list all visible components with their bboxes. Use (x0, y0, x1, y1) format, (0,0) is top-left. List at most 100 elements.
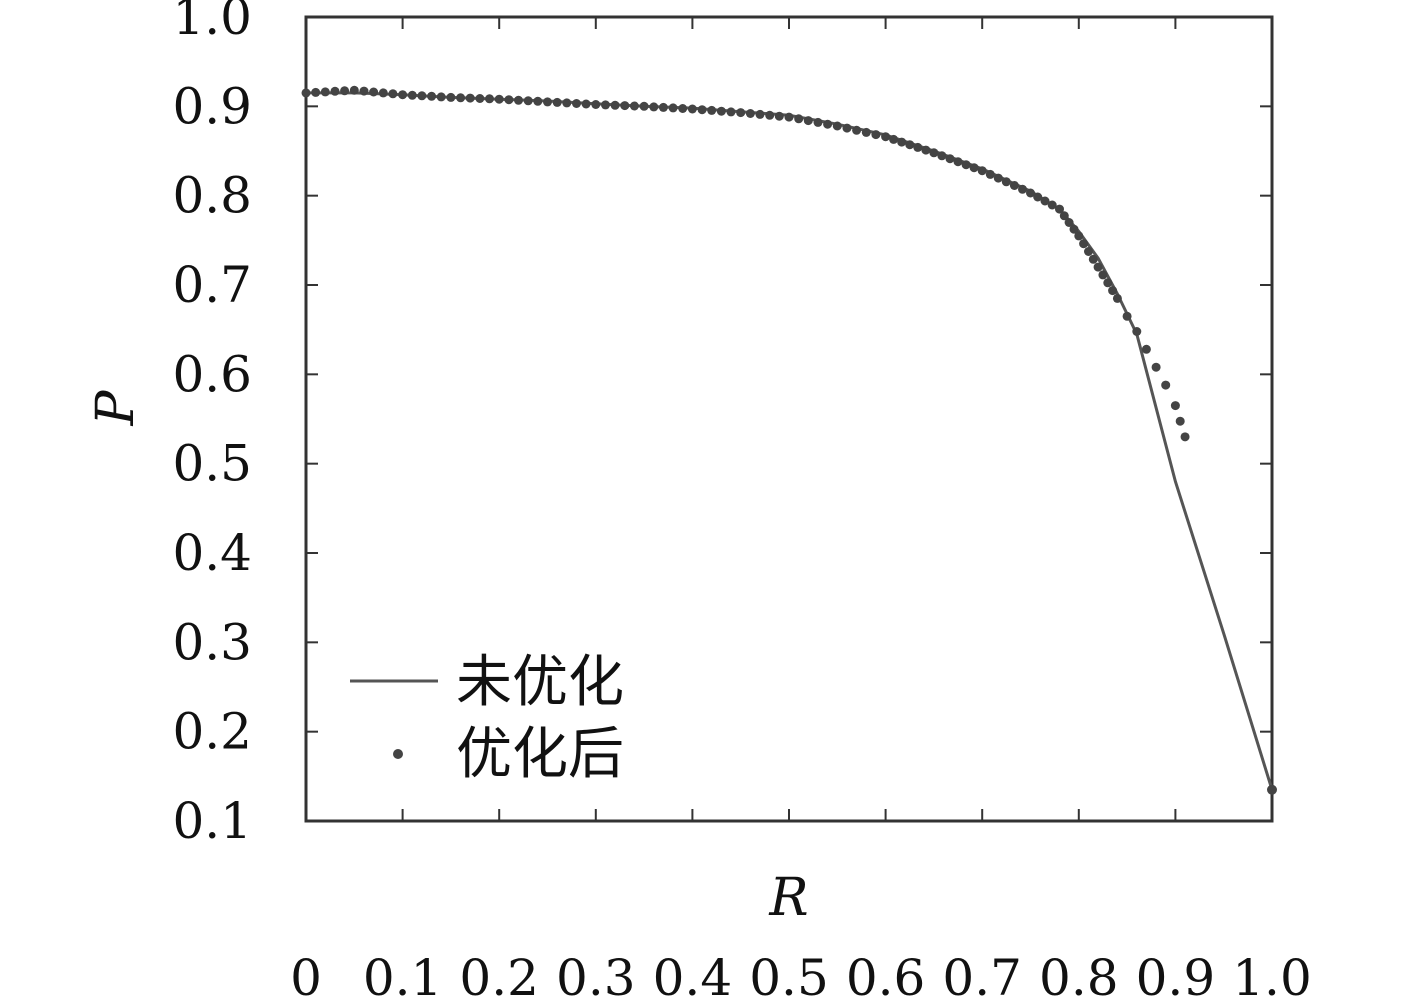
legend: 未优化 优化后 (350, 650, 624, 787)
y-tick-label: 1.0 (172, 0, 252, 46)
x-ticks: 0 0.1 0.2 0.3 0.4 0.5 0.6 0.7 0.8 0.9 1.0 (290, 17, 1312, 1004)
data-point (1122, 311, 1132, 321)
x-axis-title: R (768, 868, 808, 928)
data-point (784, 112, 794, 122)
data-point (581, 99, 591, 109)
data-point (1088, 254, 1098, 264)
data-point (1009, 181, 1019, 190)
data-point (465, 93, 475, 103)
data-point (1161, 380, 1171, 390)
data-point (311, 87, 321, 97)
data-point (813, 117, 823, 127)
x-tick-label: 0.1 (363, 949, 443, 1004)
data-point (610, 100, 620, 110)
data-point (1112, 293, 1122, 303)
data-point (745, 109, 755, 118)
data-point (427, 91, 437, 101)
data-point (398, 90, 408, 100)
data-point (359, 86, 369, 96)
y-tick-label: 0.3 (172, 613, 252, 671)
data-point (523, 96, 533, 106)
data-point (320, 87, 330, 97)
data-point (913, 142, 923, 152)
y-tick-label: 0.9 (172, 77, 252, 135)
data-point (552, 97, 562, 107)
x-tick-label: 0.4 (653, 949, 733, 1004)
data-point (985, 169, 995, 179)
data-point (678, 104, 688, 113)
data-point (861, 127, 871, 137)
data-point (1064, 218, 1074, 227)
data-point (1093, 262, 1103, 272)
data-point (1103, 278, 1113, 288)
legend-label-unoptimized: 未优化 (456, 650, 624, 715)
series-layer (301, 85, 1277, 795)
data-point (533, 96, 543, 106)
data-point (1084, 247, 1093, 256)
data-point (993, 173, 1003, 183)
data-point (774, 111, 784, 121)
x-tick-label: 0 (290, 949, 322, 1004)
data-point (475, 94, 485, 103)
data-point (832, 121, 842, 131)
series-line-unoptimized (306, 91, 1274, 791)
data-point (736, 108, 746, 118)
data-point (969, 163, 979, 173)
data-point (1059, 211, 1069, 221)
data-point (881, 132, 891, 142)
data-point (707, 105, 717, 115)
data-point (716, 106, 726, 116)
data-point (1074, 231, 1084, 241)
x-tick-label: 0.2 (459, 949, 539, 1004)
data-point (1108, 286, 1118, 296)
x-tick-label: 0.9 (1136, 949, 1216, 1004)
data-point (1033, 192, 1043, 202)
data-point (1141, 344, 1151, 354)
data-point (340, 86, 350, 96)
y-tick-label: 0.8 (172, 167, 252, 225)
data-point (937, 151, 947, 161)
data-point (378, 88, 388, 98)
data-point (977, 166, 987, 176)
data-point (1047, 200, 1057, 210)
data-point (658, 102, 668, 112)
x-tick-label: 0.3 (556, 949, 636, 1004)
data-point (929, 148, 939, 158)
legend-label-optimized: 优化后 (456, 722, 624, 787)
data-point (765, 110, 775, 120)
data-point (823, 119, 833, 129)
data-point (1069, 224, 1079, 234)
data-point (668, 103, 678, 113)
data-point (591, 100, 601, 109)
plot-frame (304, 15, 1274, 823)
data-point (953, 157, 963, 167)
x-tick-label: 1.0 (1232, 949, 1312, 1004)
data-point (921, 145, 931, 155)
data-point (697, 105, 707, 115)
y-tick-label: 0.1 (172, 792, 252, 850)
data-point (726, 107, 736, 117)
data-point (687, 104, 697, 114)
data-point (485, 94, 494, 104)
y-tick-label: 0.5 (172, 435, 252, 493)
data-point (572, 99, 581, 108)
data-point (1026, 188, 1035, 198)
data-point (945, 154, 955, 164)
data-point (301, 88, 311, 98)
x-tick-label: 0.5 (749, 949, 829, 1004)
data-point (543, 97, 552, 107)
data-point (514, 95, 523, 105)
plot-area: 0.10.20.30.40.50.60.70.80.91.0 0 0.1 0.2 0.… (172, 0, 1311, 1004)
data-point (1098, 270, 1108, 280)
data-point (446, 92, 456, 102)
data-point (1001, 177, 1011, 187)
data-point (417, 91, 427, 101)
data-point (1040, 196, 1050, 206)
data-point (1170, 401, 1180, 411)
x-tick-label: 0.7 (942, 949, 1022, 1004)
data-point (407, 90, 417, 100)
data-point (1180, 432, 1190, 442)
data-point (504, 95, 514, 105)
data-point (889, 134, 899, 144)
